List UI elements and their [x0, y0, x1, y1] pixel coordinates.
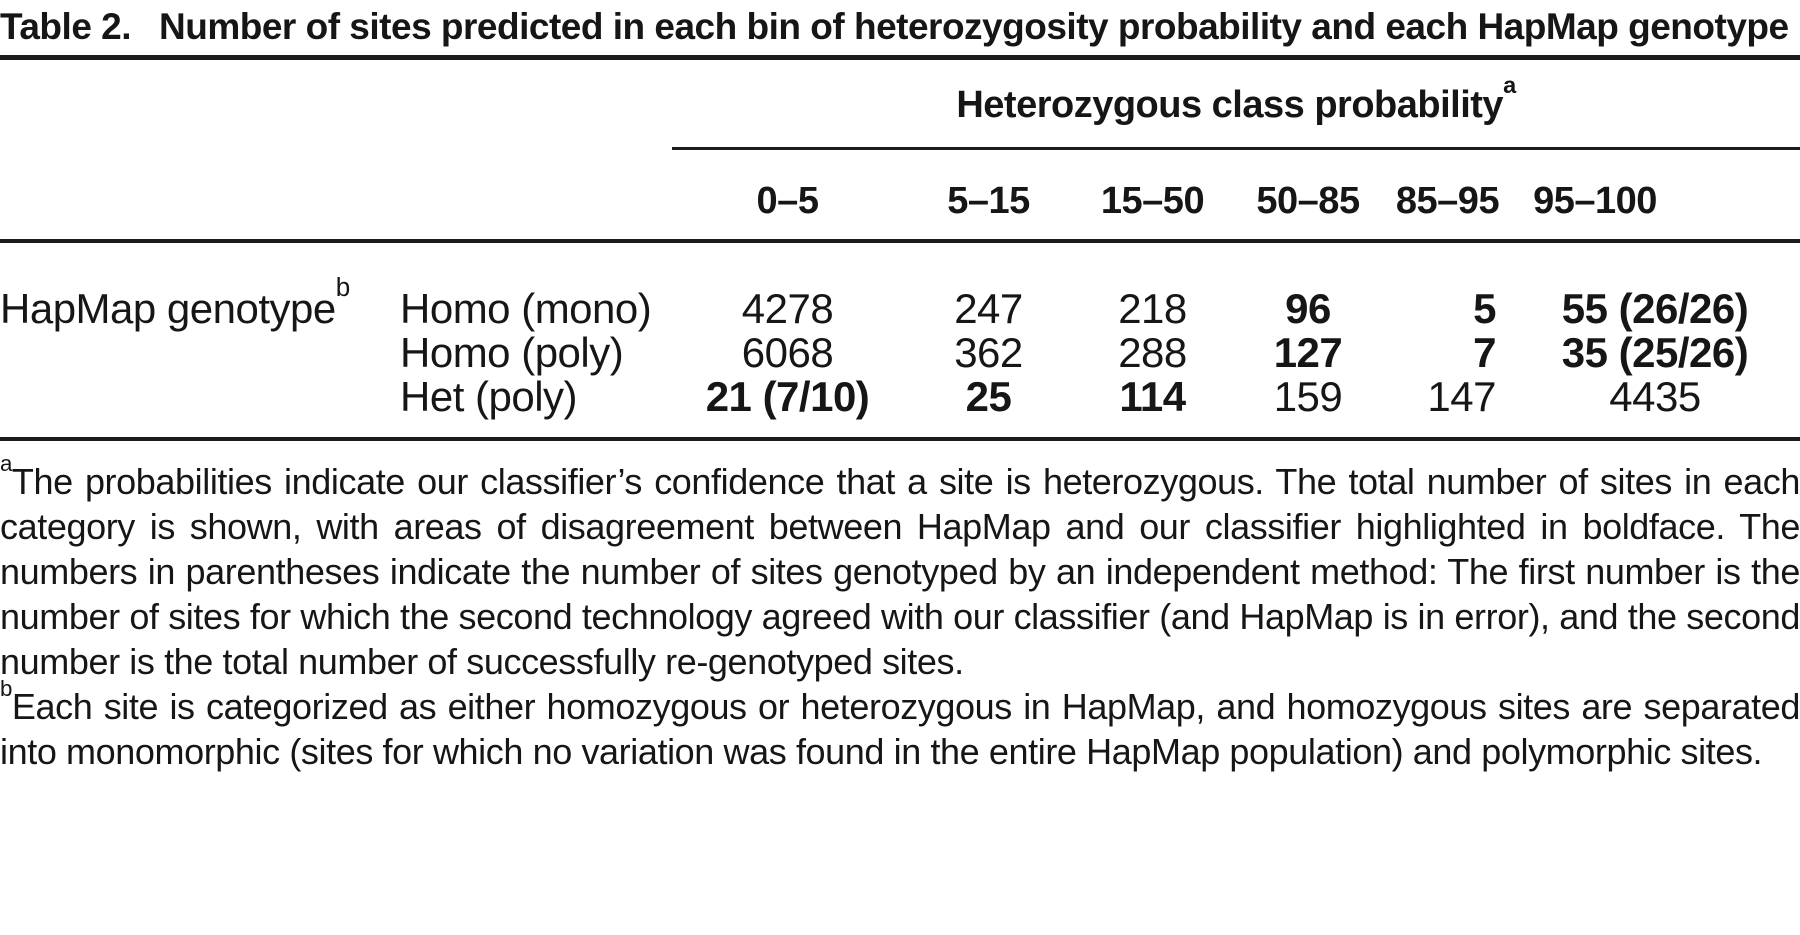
group-header-text: Heterozygous class probability: [956, 84, 1504, 126]
footnotes: aThe probabilities indicate our classifi…: [0, 452, 1800, 774]
table-row-homo-mono: HapMap genotypeb Homo (mono) 4278 247 21…: [0, 241, 1800, 441]
column-header-row: 0–5 5–15 15–50 50–85 85–95 95–100: [0, 148, 1800, 243]
table-row-homo-poly: Homo (poly) 6068 362 288 127 7 35 (25/26…: [0, 331, 1800, 375]
column-header-95-100: 95–100: [1510, 148, 1800, 243]
header-spacer-label: [400, 148, 672, 243]
data-cell: 96: [1285, 285, 1331, 332]
footnote-a: aThe probabilities indicate our classifi…: [0, 452, 1800, 684]
row-label: Het (poly): [400, 375, 672, 441]
data-cell: 362: [954, 329, 1023, 376]
data-cell: 147: [1385, 375, 1510, 441]
column-header-0-5: 0–5: [672, 148, 903, 243]
data-cell: 35 (25/26): [1561, 329, 1749, 376]
footnote-b-text: Each site is categorized as either homoz…: [0, 686, 1800, 772]
footnote-a-marker: a: [0, 450, 12, 476]
column-header-85-95: 85–95: [1385, 148, 1510, 243]
row-label: Homo (mono): [400, 285, 652, 332]
data-table: Heterozygous class probabilitya 0–5 5–15…: [0, 55, 1800, 441]
column-header-15-50: 15–50: [1074, 148, 1231, 243]
data-cell: 159: [1231, 375, 1385, 441]
stub-text: HapMap genotype: [0, 285, 336, 332]
row-group-stub: HapMap genotypeb: [0, 241, 400, 441]
column-header-50-85: 50–85: [1231, 148, 1385, 243]
row-label: Homo (poly): [400, 329, 624, 376]
footnote-b-marker: b: [0, 675, 12, 701]
table-caption-text: Number of sites predicted in each bin of…: [159, 6, 1789, 47]
data-cell: 55 (26/26): [1561, 285, 1749, 332]
table-row-het-poly: Het (poly) 21 (7/10) 25 114 159 147 4435: [0, 375, 1800, 441]
data-cell: 4278: [741, 285, 834, 332]
footnote-marker-b-ref: b: [335, 272, 350, 303]
paper-table-figure: Table 2. Number of sites predicted in eac…: [0, 4, 1800, 774]
group-header-row: Heterozygous class probabilitya: [0, 57, 1800, 150]
footnote-b: bEach site is categorized as either homo…: [0, 677, 1800, 774]
data-cell: 288: [1118, 329, 1187, 376]
column-header-5-15: 5–15: [903, 148, 1074, 243]
data-cell: 114: [1074, 375, 1231, 441]
data-cell: 4435: [1510, 375, 1800, 441]
group-header-spacer: [0, 58, 672, 149]
data-cell: 5: [1473, 285, 1496, 332]
table-caption: Table 2. Number of sites predicted in eac…: [0, 4, 1800, 50]
footnote-a-text: The probabilities indicate our classifie…: [0, 461, 1800, 682]
data-cell: 7: [1473, 329, 1496, 376]
table-number: Table 2.: [0, 6, 132, 47]
data-cell: 6068: [741, 329, 834, 376]
data-cell: 218: [1118, 285, 1187, 332]
data-cell: 21 (7/10): [672, 375, 903, 441]
footnote-marker-a-ref: a: [1503, 71, 1516, 98]
data-cell: 247: [954, 285, 1023, 332]
column-group-header: Heterozygous class probabilitya: [672, 57, 1800, 150]
data-cell: 25: [903, 375, 1074, 441]
data-cell: 127: [1273, 329, 1343, 376]
header-spacer-stub: [0, 148, 400, 243]
